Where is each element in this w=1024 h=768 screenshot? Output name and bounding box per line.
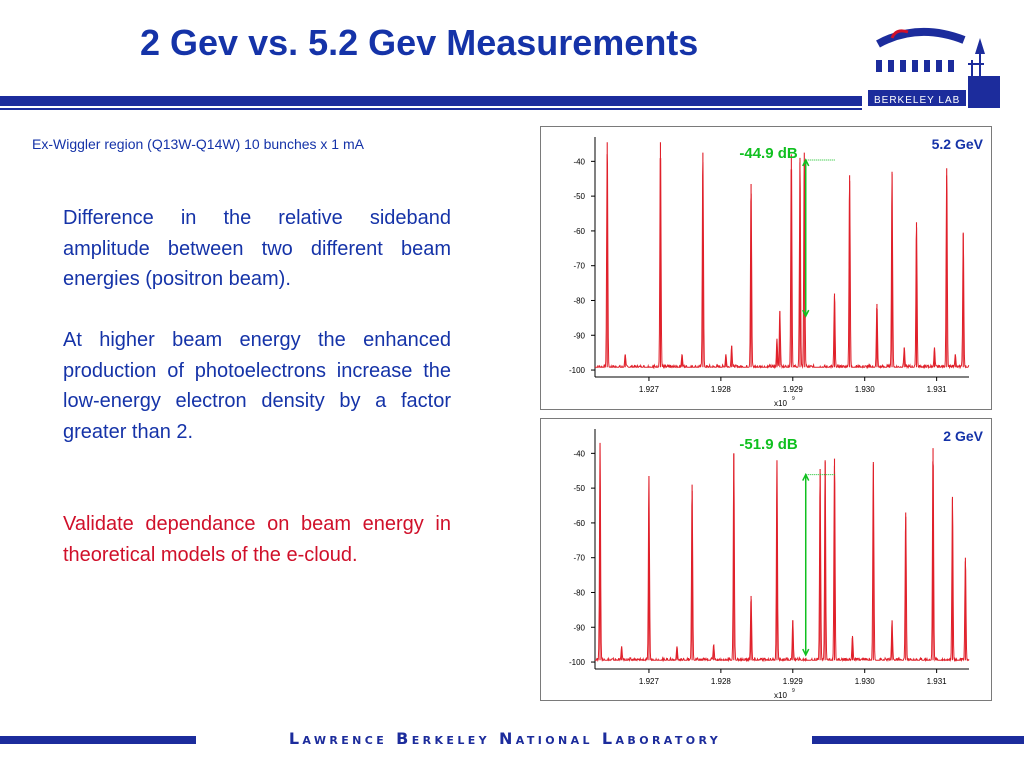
y-tick-label: -80 xyxy=(573,296,585,305)
x-tick-label: 1.929 xyxy=(783,385,804,394)
x-tick-label: 1.931 xyxy=(927,385,948,394)
annotation-db-label: -51.9 dB xyxy=(739,436,798,453)
spectrum-panel-2-gev: -40 -50 -60 -70 -80 -90 -100 1.927 1.928 1.929 1.9… xyxy=(540,418,992,701)
annotation-db-label: -44.9 dB xyxy=(739,145,798,162)
x-tick-label: 1.930 xyxy=(855,677,876,686)
spectrum-panel-5-2-gev: -40 -50 -60 -70 -80 -90 -100 1.927 1.928 1.929 1.9… xyxy=(540,126,992,410)
y-tick-label: -100 xyxy=(569,658,586,667)
spectrum-chart-2-gev: -40 -50 -60 -70 -80 -90 -100 1.927 1.928 1.929 1.9… xyxy=(569,428,984,700)
arch-row-icon xyxy=(876,60,954,72)
footer-rule-left xyxy=(0,736,196,744)
y-tick-label: -90 xyxy=(573,331,585,340)
y-tick-label: -60 xyxy=(573,227,585,236)
x-axis-label: x10 xyxy=(774,399,787,408)
y-tick-label: -50 xyxy=(573,484,585,493)
x-tick-label: 1.929 xyxy=(783,677,804,686)
panel-energy-label: 5.2 GeV xyxy=(932,136,984,152)
annotation-arrowhead-bottom xyxy=(802,309,810,318)
x-tick-label: 1.927 xyxy=(639,385,660,394)
logo-text: BERKELEY LAB xyxy=(874,95,960,106)
x-axis-label: x10 xyxy=(774,691,787,700)
slide-title: 2 Gev vs. 5.2 Gev Measurements xyxy=(140,22,699,63)
x-tick-label: 1.927 xyxy=(639,677,660,686)
berkeley-lab-logo: BERKELEY LAB xyxy=(868,28,1000,108)
annotation-arrowhead-bottom xyxy=(802,648,810,657)
y-tick-label: -90 xyxy=(573,623,585,632)
header-rule-thin xyxy=(0,108,862,110)
header-rule xyxy=(0,96,862,106)
y-tick-label: -70 xyxy=(573,262,585,271)
spectrum-chart-5-2-gev: -40 -50 -60 -70 -80 -90 -100 1.927 1.928 1.929 1.9… xyxy=(569,136,984,408)
y-tick-label: -40 xyxy=(573,449,585,458)
y-tick-label: -40 xyxy=(573,157,585,166)
paragraph-sideband: Difference in the relative sideband ampl… xyxy=(63,207,451,290)
x-tick-label: 1.928 xyxy=(711,677,732,686)
x-axis-exponent: 9 xyxy=(792,688,795,694)
panel-energy-label: 2 GeV xyxy=(943,428,983,444)
y-tick-label: -60 xyxy=(573,519,585,528)
y-tick-label: -80 xyxy=(573,588,585,597)
paragraph-validate: Validate dependance on beam energy in th… xyxy=(63,513,451,566)
footer-rule-right xyxy=(812,736,1024,744)
footer-lab-name: Lawrence Berkeley National Laboratory xyxy=(288,729,722,748)
y-tick-label: -70 xyxy=(573,554,585,563)
x-tick-label: 1.931 xyxy=(927,677,948,686)
paragraph-photoelectrons: At higher beam energy the enhanced produ… xyxy=(63,329,451,443)
spectrum-trace xyxy=(594,154,970,370)
spectrum-trace xyxy=(595,443,970,663)
x-tick-label: 1.928 xyxy=(711,385,732,394)
x-tick-label: 1.930 xyxy=(855,385,876,394)
region-subtitle: Ex-Wiggler region (Q13W-Q14W) 10 bunches… xyxy=(32,136,364,152)
y-tick-label: -100 xyxy=(569,366,586,375)
x-axis-exponent: 9 xyxy=(792,396,795,402)
y-tick-label: -50 xyxy=(573,192,585,201)
